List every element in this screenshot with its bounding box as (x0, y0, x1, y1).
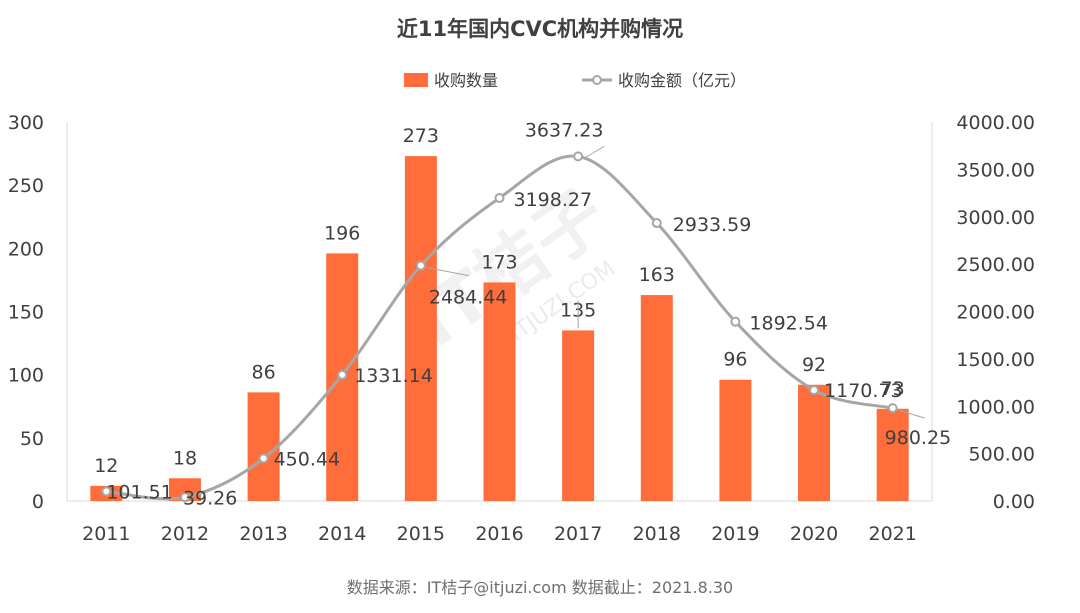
right-tick-label: 3500.00 (956, 159, 1035, 181)
line-label-2016: 3198.27 (514, 189, 593, 211)
bar-label-2012: 18 (173, 447, 197, 469)
line-label-2020: 1170.73 (824, 380, 903, 402)
bar-2016 (483, 282, 516, 501)
source-note: 数据来源：IT桔子@itjuzi.com 数据截止：2021.8.30 (347, 578, 733, 597)
line-label-2014: 1331.14 (354, 365, 433, 387)
x-tick-label: 2011 (82, 523, 130, 545)
right-axis-ticks: 0.00 500.00 1000.00 1500.00 2000.00 2500.00 30… (956, 112, 1035, 513)
bar-2013 (247, 392, 280, 501)
bar-2018 (640, 295, 673, 501)
line-label-2012: 39.26 (183, 487, 237, 509)
x-tick-label: 2016 (475, 523, 523, 545)
line-point-2013 (258, 453, 269, 464)
bar-label-2018: 163 (639, 264, 675, 286)
x-tick-label: 2014 (318, 523, 366, 545)
line-label-2011: 101.51 (106, 481, 172, 503)
left-axis-ticks: 0 50 100 150 200 250 300 (8, 112, 44, 513)
right-tick-label: 500.00 (969, 444, 1035, 466)
x-axis-ticks: 2011 2012 2013 2014 2015 2016 2017 2018 2019 2020… (82, 523, 917, 545)
x-tick-label: 2015 (397, 523, 445, 545)
bar-label-2015: 273 (403, 125, 439, 147)
bar-2017 (562, 330, 595, 501)
line-label-2017: 3637.23 (525, 119, 604, 141)
x-tick-label: 2021 (869, 523, 917, 545)
left-tick-label: 250 (8, 175, 44, 197)
legend-line-marker (592, 75, 602, 85)
right-tick-label: 3000.00 (956, 207, 1035, 229)
bar-label-2013: 86 (251, 361, 275, 383)
legend-line-label: 收购金额（亿元） (618, 71, 746, 90)
line-point-2015 (415, 260, 426, 271)
line-label-2018: 2933.59 (673, 214, 752, 236)
bar-2019 (719, 379, 752, 501)
line-point-2021 (887, 403, 898, 414)
bar-label-2019: 96 (723, 349, 747, 371)
bar-label-2014: 196 (324, 222, 360, 244)
legend: 收购数量 收购金额（亿元） (404, 71, 746, 90)
bar-label-2016: 173 (481, 251, 517, 273)
bar-2021 (876, 408, 909, 501)
line-label-2015: 2484.44 (429, 287, 508, 309)
legend-bar-label: 收购数量 (434, 71, 498, 90)
line-point-2019 (730, 316, 741, 327)
x-tick-label: 2017 (554, 523, 602, 545)
right-tick-label: 4000.00 (956, 112, 1035, 134)
left-tick-label: 200 (8, 238, 44, 260)
bar-2020 (798, 384, 831, 501)
x-tick-label: 2013 (239, 523, 287, 545)
left-tick-label: 0 (32, 491, 44, 513)
line-label-leaders (426, 145, 925, 419)
line-point-2016 (494, 192, 505, 203)
line-label-2013: 450.44 (274, 448, 340, 470)
line-markers (101, 151, 898, 503)
right-tick-label: 0.00 (993, 491, 1035, 513)
left-tick-label: 150 (8, 302, 44, 324)
bar-label-2020: 92 (802, 354, 826, 376)
bar-series (90, 156, 909, 502)
right-tick-label: 2500.00 (956, 254, 1035, 276)
bar-2015 (404, 156, 437, 502)
legend-bar-swatch (404, 73, 428, 87)
right-tick-label: 2000.00 (956, 302, 1035, 324)
bar-label-2011: 12 (94, 455, 118, 477)
line-label-2019: 1892.54 (749, 313, 828, 335)
line-data-labels: 101.51 39.26 450.44 1331.14 2484.44 3198.27 36… (106, 119, 951, 509)
right-tick-label: 1500.00 (956, 349, 1035, 371)
left-tick-label: 300 (8, 112, 44, 134)
line-label-2021: 980.25 (885, 427, 951, 449)
left-tick-label: 100 (8, 365, 44, 387)
line-point-2020 (809, 385, 820, 396)
x-tick-label: 2012 (161, 523, 209, 545)
x-tick-label: 2020 (790, 523, 838, 545)
line-point-2017 (573, 151, 584, 162)
leader-2017 (583, 145, 605, 159)
line-point-2012 (179, 492, 190, 503)
left-tick-label: 50 (20, 428, 44, 450)
line-point-2011 (101, 486, 112, 497)
x-tick-label: 2018 (633, 523, 681, 545)
leader-2021 (898, 409, 925, 419)
x-tick-label: 2019 (711, 523, 759, 545)
chart-title: 近11年国内CVC机构并购情况 (397, 17, 683, 41)
leader-2015 (426, 267, 469, 277)
line-point-2014 (337, 369, 348, 380)
bar-label-2021: 73 (881, 378, 905, 400)
line-point-2018 (651, 218, 662, 229)
right-tick-label: 1000.00 (956, 396, 1035, 418)
